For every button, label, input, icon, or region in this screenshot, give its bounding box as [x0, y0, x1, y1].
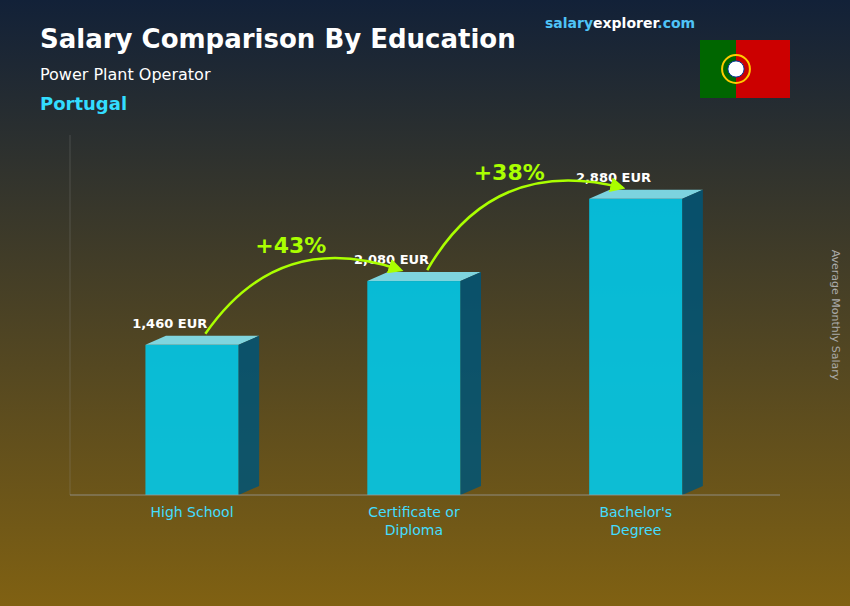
x-axis-line: [70, 495, 780, 496]
background: [0, 0, 850, 606]
x-tick-label-line: Degree: [610, 522, 661, 538]
change-arrow: [427, 180, 622, 270]
bar-side-face: [461, 272, 482, 495]
x-tick-label-line: Certificate or: [368, 504, 460, 520]
x-tick-label: Certificate or Diploma: [368, 504, 460, 538]
watermark-part: explorer: [593, 15, 659, 31]
x-tick-label-line: Bachelor's: [599, 504, 672, 520]
flag-sphere: [722, 55, 750, 83]
watermark: salaryexplorer.com: [545, 15, 695, 31]
y-axis-label: Average Monthly Salary: [829, 250, 842, 381]
bar-side-face: [682, 190, 703, 495]
flag-shield: [728, 61, 744, 77]
data-label: 1,460 EUR: [132, 316, 207, 331]
bar: [367, 281, 460, 495]
change-arrow: [205, 258, 400, 334]
country: Portugal: [40, 93, 127, 114]
title: Salary Comparison By Education: [40, 24, 516, 54]
bar: [145, 345, 238, 495]
flag-red: [700, 40, 790, 98]
subtitle: Power Plant Operator: [40, 65, 211, 84]
chart-svg: Salary Comparison By Education Power Plan…: [0, 0, 850, 606]
chart-container: Salary Comparison By Education Power Plan…: [0, 0, 850, 606]
flag: [700, 40, 790, 98]
x-tick-label-line: Diploma: [385, 522, 443, 538]
watermark-part: .com: [657, 15, 695, 31]
bars: [145, 190, 702, 495]
change-label: +43%: [255, 233, 326, 258]
y-axis-line: [70, 135, 71, 495]
change-label: +38%: [474, 160, 545, 185]
bar: [589, 199, 682, 495]
watermark-part: salary: [545, 15, 593, 31]
bar-side-face: [239, 336, 260, 495]
x-tick-label: High School: [150, 504, 233, 520]
x-tick-label: Bachelor's Degree: [599, 504, 672, 538]
x-tick-label-line: High School: [150, 504, 233, 520]
